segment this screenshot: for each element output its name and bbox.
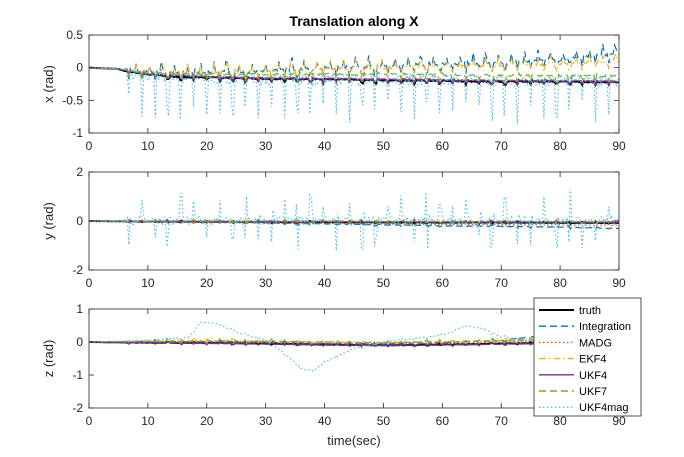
x-tick-label: 10 — [141, 139, 155, 153]
x-tick-label: 80 — [553, 276, 567, 290]
x-tick-label: 50 — [377, 139, 391, 153]
x-tick-label: 30 — [259, 414, 273, 428]
y-tick-label: 0.5 — [66, 28, 83, 42]
series-line-ekf4 — [89, 52, 619, 82]
y-tick-label: 1 — [76, 302, 83, 316]
x-tick-label: 40 — [318, 414, 332, 428]
series-line-madg — [89, 67, 619, 87]
x-tick-label: 40 — [318, 139, 332, 153]
y-tick-label: 2 — [76, 165, 83, 179]
y-axis-label: z (rad) — [41, 340, 56, 378]
panel-3: 0 10 20 30 40 50 60 70 80 90 -2 -1 0 1 z (rad) — [41, 302, 626, 428]
x-tick-label: 60 — [436, 276, 450, 290]
series-line-ukf4mag — [89, 64, 619, 124]
y-axis-label: y (rad) — [41, 202, 56, 240]
x-tick-label: 90 — [612, 139, 626, 153]
axes-frame — [88, 34, 620, 134]
series-line-ukf4 — [89, 67, 619, 88]
y-tick-label: -2 — [72, 401, 83, 415]
x-tick-label: 90 — [612, 276, 626, 290]
y-tick-label: -1 — [72, 126, 83, 140]
x-tick-label: 90 — [612, 414, 626, 428]
series-line-ukf4 — [89, 340, 537, 348]
series-line-ukf7 — [89, 217, 619, 225]
legend-label-ukf7: UKF7 — [579, 386, 607, 398]
x-tick-label: 0 — [86, 414, 93, 428]
plot-area — [89, 309, 619, 408]
x-tick-label: 20 — [200, 414, 214, 428]
y-axis-label: x (rad) — [41, 65, 56, 103]
series-line-ukf7 — [89, 67, 619, 85]
series-line-ukf4mag — [89, 321, 537, 373]
x-tick-label: 60 — [436, 414, 450, 428]
legend-box — [533, 297, 642, 417]
legend-label-truth: truth — [579, 305, 601, 317]
legend-label-ukf4: UKF4 — [579, 370, 607, 382]
x-tick-label: 0 — [86, 139, 93, 153]
series-line-ukf7 — [89, 337, 537, 346]
x-axis-label: time(sec) — [327, 433, 380, 448]
panel-1: 0 10 20 30 40 50 60 70 80 90 -1 -0.5 0 0.5 x (rad) — [41, 28, 626, 153]
x-tick-label: 10 — [141, 414, 155, 428]
y-tick-label: -1 — [72, 368, 83, 382]
y-tick-label: 0 — [76, 214, 83, 228]
y-tick-label: -2 — [72, 263, 83, 277]
chart-title: Translation along X — [289, 13, 419, 29]
x-tick-label: 60 — [436, 139, 450, 153]
legend-label-ukf4mag: UKF4mag — [579, 402, 629, 414]
y-tick-label: 0 — [76, 61, 83, 75]
x-tick-label: 50 — [377, 276, 391, 290]
x-tick-label: 30 — [259, 276, 273, 290]
x-tick-label: 70 — [495, 414, 509, 428]
x-tick-label: 20 — [200, 276, 214, 290]
x-tick-label: 80 — [553, 414, 567, 428]
series-line-madg — [89, 339, 537, 346]
y-tick-label: -0.5 — [62, 93, 83, 107]
x-tick-label: 70 — [495, 276, 509, 290]
x-tick-label: 20 — [200, 139, 214, 153]
x-tick-label: 30 — [259, 139, 273, 153]
legend-label-ekf4: EKF4 — [579, 354, 607, 366]
y-tick-label: 0 — [76, 335, 83, 349]
x-tick-label: 0 — [86, 276, 93, 290]
x-tick-label: 10 — [141, 276, 155, 290]
x-tick-label: 40 — [318, 276, 332, 290]
legend-label-integration: Integration — [579, 321, 631, 333]
x-tick-label: 50 — [377, 414, 391, 428]
legend-label-madg: MADG — [579, 337, 612, 349]
x-tick-label: 80 — [553, 139, 567, 153]
series-line-ekf4 — [89, 336, 537, 346]
x-tick-label: 70 — [495, 139, 509, 153]
